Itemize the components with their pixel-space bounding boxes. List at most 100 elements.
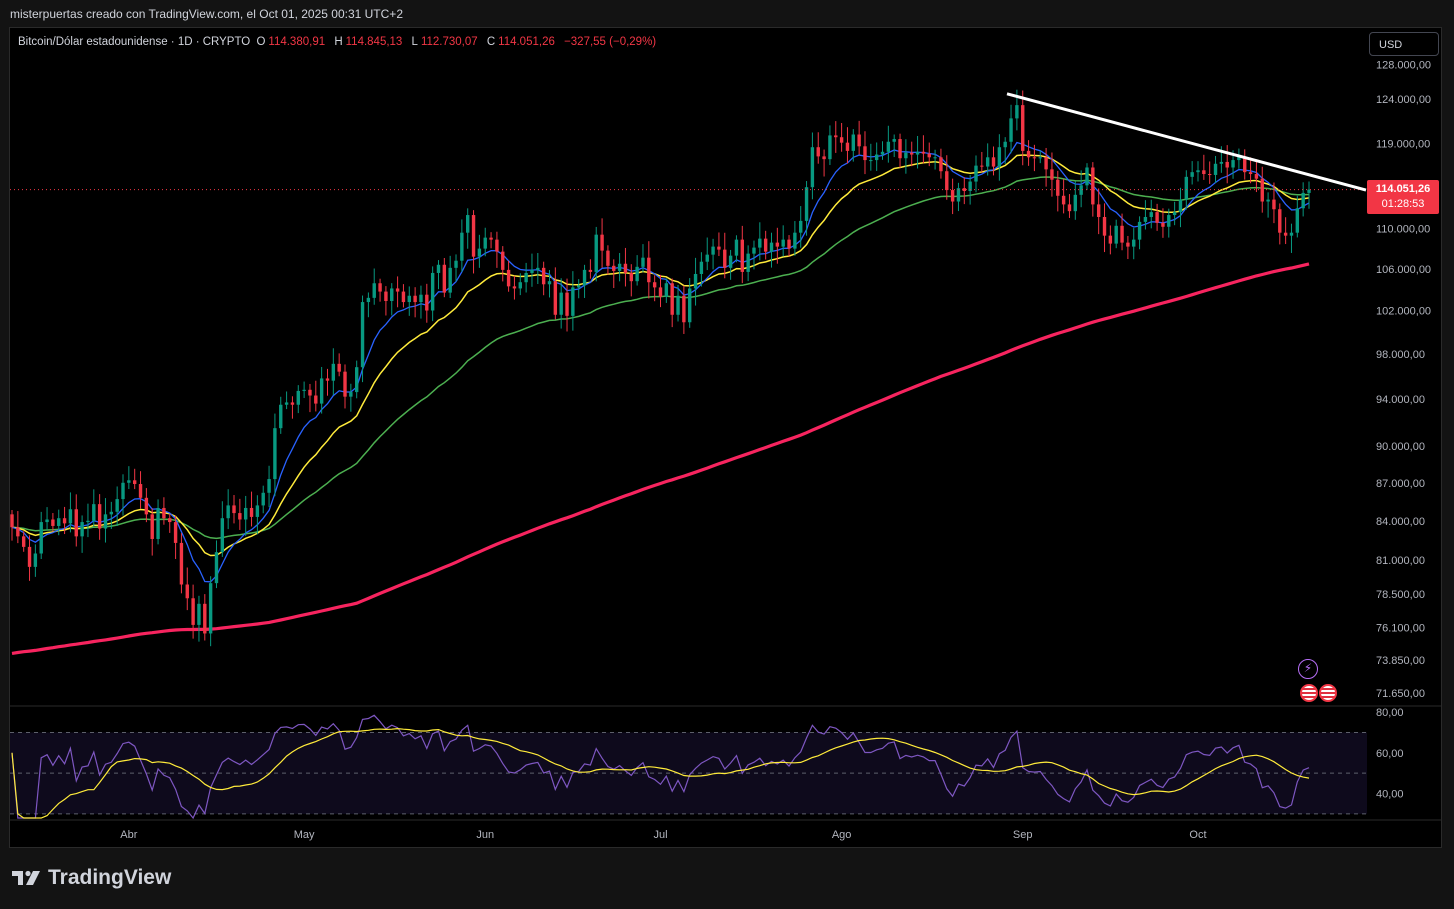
candle-body bbox=[822, 156, 826, 160]
candle-body bbox=[284, 402, 289, 405]
candle-body bbox=[1143, 216, 1148, 222]
candle-body bbox=[874, 154, 879, 161]
candle-body bbox=[366, 297, 371, 303]
candle-body bbox=[471, 215, 476, 257]
candle-body bbox=[436, 264, 441, 273]
candle-body bbox=[810, 147, 815, 188]
candle-body bbox=[68, 509, 73, 524]
time-tick-label: Ago bbox=[832, 829, 852, 841]
candle-body bbox=[559, 292, 563, 315]
time-tick-label: Jun bbox=[476, 829, 494, 841]
price-tick-label: 87.000,00 bbox=[1376, 478, 1425, 490]
candle-body bbox=[752, 247, 756, 254]
candle-body bbox=[1213, 163, 1218, 175]
candle-body bbox=[191, 598, 195, 625]
candle-body bbox=[1237, 156, 1241, 161]
candle-body bbox=[249, 507, 254, 517]
candle-body bbox=[781, 239, 785, 247]
candle-body bbox=[617, 263, 622, 271]
candle-body bbox=[419, 294, 423, 303]
candle-body bbox=[1108, 235, 1113, 244]
candle-body bbox=[162, 507, 166, 519]
price-tick-label: 98.000,00 bbox=[1376, 349, 1425, 361]
candle-body bbox=[1301, 192, 1305, 209]
last-price-value: 114.051,26 bbox=[1375, 183, 1431, 195]
price-tick-label: 76.100,00 bbox=[1376, 623, 1425, 635]
candle-body bbox=[1061, 195, 1066, 205]
candle-body bbox=[1231, 160, 1235, 168]
candle-body bbox=[1126, 242, 1130, 247]
rsi-line bbox=[11, 714, 1310, 820]
symbol-legend[interactable]: Bitcoin/Dólar estadounidense · 1D · CRYP… bbox=[18, 36, 659, 48]
candle-body bbox=[238, 513, 242, 520]
candle-body bbox=[442, 264, 447, 293]
candle-body bbox=[121, 482, 125, 500]
candle-body bbox=[816, 147, 820, 157]
candle-body bbox=[787, 239, 791, 249]
candle-body bbox=[623, 263, 628, 273]
candle-body bbox=[1190, 172, 1194, 177]
candle-body bbox=[354, 367, 359, 393]
candle-body bbox=[828, 135, 832, 160]
candle-body bbox=[652, 282, 657, 288]
candle-body bbox=[1056, 179, 1060, 196]
currency-button[interactable]: USD bbox=[1369, 32, 1439, 56]
time-tick-label: May bbox=[294, 829, 315, 841]
candle-body bbox=[506, 269, 511, 287]
candle-body bbox=[477, 248, 482, 257]
candle-body bbox=[127, 480, 131, 483]
candle-body bbox=[1178, 199, 1183, 213]
candle-body bbox=[1161, 222, 1165, 227]
tradingview-logo[interactable]: TradingView bbox=[12, 866, 171, 890]
footer-brand: TradingView bbox=[48, 866, 172, 889]
ohlc-open: O 114.380,91 bbox=[256, 36, 326, 48]
lightning-icon[interactable]: ⚡ bbox=[1298, 659, 1318, 679]
candle-body bbox=[267, 479, 271, 493]
us-flag-icon-2[interactable] bbox=[1319, 684, 1337, 702]
candle-body bbox=[775, 242, 780, 247]
candle-body bbox=[1102, 216, 1107, 236]
price-tick-label: 73.850,00 bbox=[1376, 655, 1425, 667]
candle-body bbox=[740, 239, 744, 272]
candle-body bbox=[880, 151, 885, 155]
us-flag-icon[interactable] bbox=[1300, 684, 1318, 702]
candle-body bbox=[214, 552, 219, 584]
candle-body bbox=[758, 238, 762, 248]
candle-body bbox=[793, 232, 797, 249]
price-tick-label: 84.000,00 bbox=[1376, 516, 1425, 528]
candle-body bbox=[991, 157, 996, 167]
candle-body bbox=[699, 261, 704, 274]
candle-body bbox=[255, 505, 260, 517]
candle-body bbox=[144, 497, 149, 515]
ma-20-line bbox=[11, 154, 1310, 557]
candle-body bbox=[915, 151, 920, 155]
candle-body bbox=[407, 295, 411, 303]
candle-body bbox=[1067, 204, 1072, 212]
price-tick-label: 128.000,00 bbox=[1376, 60, 1431, 72]
candle-body bbox=[769, 242, 774, 252]
candle-body bbox=[425, 294, 429, 311]
candle-body bbox=[1243, 156, 1247, 173]
trendline bbox=[1006, 92, 1367, 192]
candle-body bbox=[16, 527, 20, 537]
price-tick-label: 78.500,00 bbox=[1376, 589, 1425, 601]
price-tick-label: 90.000,00 bbox=[1376, 441, 1425, 453]
candle-body bbox=[980, 165, 984, 167]
candle-body bbox=[466, 215, 470, 233]
candle-body bbox=[10, 514, 14, 528]
candle-body bbox=[1003, 141, 1007, 148]
candle-body bbox=[892, 139, 896, 142]
grid-layer bbox=[10, 705, 1441, 821]
candle-body bbox=[1266, 199, 1270, 202]
candle-body bbox=[693, 273, 698, 289]
candle-body bbox=[933, 157, 937, 159]
candle-body bbox=[1207, 174, 1212, 176]
time-tick-label: Sep bbox=[1013, 829, 1033, 841]
candle-body bbox=[536, 267, 540, 270]
candle-body bbox=[1278, 209, 1282, 233]
candle-body bbox=[331, 363, 336, 381]
candle-body bbox=[401, 291, 406, 303]
candle-body bbox=[33, 553, 38, 567]
candle-body bbox=[430, 272, 435, 311]
